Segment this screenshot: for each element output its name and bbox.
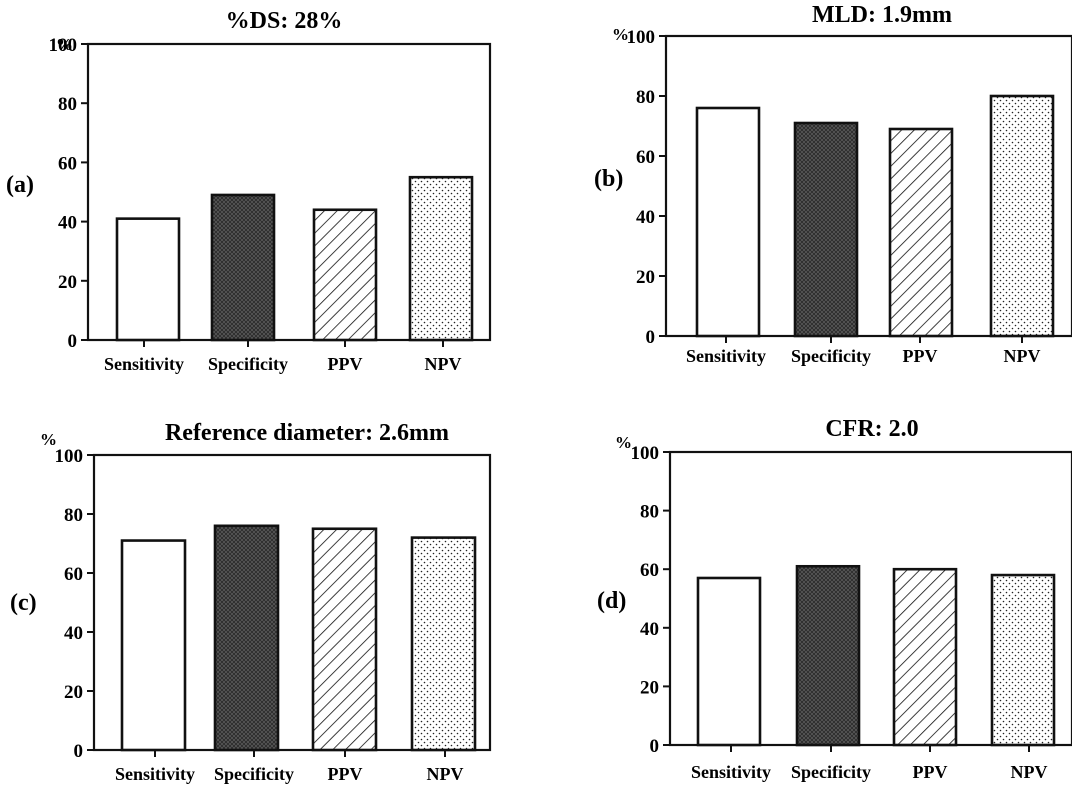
y-tick-label: 40 <box>640 619 659 640</box>
chart-panel-1: MLD: 1.9mm (b)% 0 20 40 60 80 100 Sensitivity Spe… <box>594 2 1072 366</box>
y-axis-unit-label: % <box>40 430 57 449</box>
x-tick-label: NPV <box>425 354 462 374</box>
x-tick-label: Sensitivity <box>686 346 766 366</box>
plot-frame <box>668 450 1072 747</box>
x-tick-label: NPV <box>1011 762 1048 782</box>
bar-npv <box>408 175 474 342</box>
x-tick-label: NPV <box>427 764 464 784</box>
bar-ppv <box>892 567 958 747</box>
y-axis-unit-label: % <box>56 35 73 54</box>
plot-frame <box>664 34 1072 338</box>
bar-specificity <box>210 193 276 342</box>
y-tick-label: 20 <box>58 272 77 293</box>
x-tick-label: Sensitivity <box>115 764 195 784</box>
panel-label: (c) <box>10 590 37 616</box>
chart-title: MLD: 1.9mm <box>812 2 952 28</box>
y-tick-label: 60 <box>64 564 83 585</box>
y-tick-label: 40 <box>636 207 655 228</box>
y-tick-label: 100 <box>49 35 78 56</box>
panel-label: (b) <box>594 166 623 192</box>
x-tick-label: PPV <box>328 764 363 784</box>
chart-panel-0: %DS: 28% (a)% 0 20 40 60 80 100 Sensitivity Speci… <box>6 8 492 374</box>
bar-npv <box>990 573 1056 747</box>
y-tick-label: 60 <box>58 153 77 174</box>
y-tick-label: 60 <box>636 147 655 168</box>
y-tick-label: 0 <box>74 741 84 762</box>
panel-label: (a) <box>6 172 34 198</box>
chart-title: CFR: 2.0 <box>825 416 918 442</box>
bar-specificity <box>795 564 861 747</box>
bar-specificity <box>793 121 859 338</box>
x-tick-label: Specificity <box>214 764 294 784</box>
bar-npv <box>989 94 1055 338</box>
x-tick-label: Sensitivity <box>104 354 184 374</box>
y-tick-label: 20 <box>640 677 659 698</box>
bar-sensitivity <box>115 217 181 342</box>
bar-ppv <box>311 527 378 752</box>
y-tick-label: 100 <box>627 27 656 48</box>
y-tick-label: 100 <box>631 443 660 464</box>
x-tick-label: Specificity <box>208 354 288 374</box>
x-tick-label: Specificity <box>791 762 871 782</box>
bar-ppv <box>312 208 378 342</box>
bar-sensitivity <box>120 539 187 752</box>
y-axis-unit-label: % <box>612 25 629 44</box>
y-tick-label: 40 <box>58 213 77 234</box>
y-tick-label: 80 <box>636 87 655 108</box>
x-tick-label: PPV <box>913 762 948 782</box>
chart-panel-3: CFR: 2.0 (d)% 0 20 40 60 80 100 Sensitivity Speci… <box>597 416 1072 782</box>
y-tick-label: 80 <box>64 505 83 526</box>
y-tick-label: 20 <box>64 682 83 703</box>
y-tick-label: 60 <box>640 560 659 581</box>
plot-frame <box>92 453 492 752</box>
y-tick-label: 0 <box>68 331 78 352</box>
x-tick-label: NPV <box>1004 346 1041 366</box>
chart-title: %DS: 28% <box>226 8 343 34</box>
bar-npv <box>410 536 477 752</box>
y-tick-label: 100 <box>55 446 84 467</box>
bar-sensitivity <box>696 576 762 747</box>
y-tick-label: 80 <box>640 502 659 523</box>
y-tick-label: 20 <box>636 267 655 288</box>
plot-frame <box>86 42 492 342</box>
bar-specificity <box>213 524 280 752</box>
x-tick-label: PPV <box>903 346 938 366</box>
bar-sensitivity <box>695 106 761 338</box>
chart-title: Reference diameter: 2.6mm <box>165 420 449 446</box>
y-tick-label: 0 <box>650 736 660 757</box>
x-tick-label: Specificity <box>791 346 871 366</box>
y-tick-label: 80 <box>58 94 77 115</box>
bar-ppv <box>888 127 954 338</box>
y-tick-label: 0 <box>646 327 656 348</box>
y-axis-unit-label: % <box>615 433 632 452</box>
x-tick-label: PPV <box>328 354 363 374</box>
chart-panel-2: Reference diameter: 2.6mm (c)% 0 20 40 60 80 10… <box>10 420 492 784</box>
y-tick-label: 40 <box>64 623 83 644</box>
panel-label: (d) <box>597 588 626 614</box>
x-tick-label: Sensitivity <box>691 762 771 782</box>
